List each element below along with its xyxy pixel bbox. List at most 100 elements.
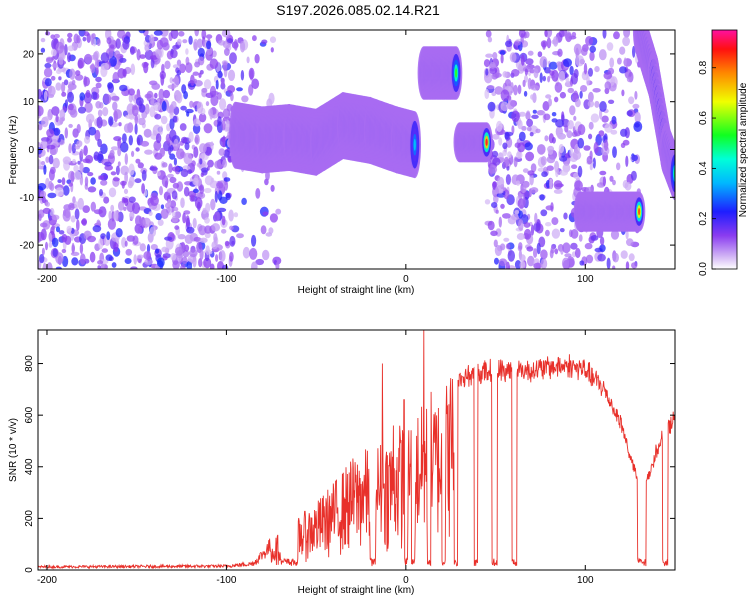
noise-cell — [507, 250, 515, 262]
noise-cell — [100, 62, 110, 71]
y-tick-label: 0 — [24, 567, 35, 573]
ridge-cell — [455, 68, 458, 78]
noise-cell — [588, 121, 594, 130]
noise-cell — [140, 140, 150, 147]
noise-cell — [545, 222, 552, 227]
noise-cell — [196, 38, 203, 49]
noise-cell — [97, 265, 101, 269]
noise-cell — [134, 178, 142, 184]
noise-cell — [539, 56, 548, 68]
noise-cell — [537, 51, 543, 58]
noise-cell — [205, 101, 210, 107]
noise-cell — [56, 69, 62, 75]
noise-cell — [569, 105, 576, 116]
noise-cell — [484, 199, 491, 205]
noise-cell — [634, 90, 638, 100]
noise-cell — [586, 75, 590, 86]
noise-cell — [540, 156, 547, 166]
noise-cell — [269, 36, 277, 43]
noise-cell — [599, 236, 605, 246]
noise-cell — [529, 132, 534, 137]
noise-cell — [213, 211, 221, 222]
noise-cell — [606, 257, 611, 269]
noise-cell — [611, 115, 617, 125]
noise-cell — [620, 128, 628, 137]
noise-cell — [199, 158, 203, 165]
noise-cell — [143, 128, 152, 138]
noise-cell — [210, 198, 216, 211]
colorbar-ticks: 0.0 0.2 0.4 0.6 0.8 — [698, 60, 716, 276]
noise-cell — [527, 77, 532, 90]
noise-cell — [82, 205, 90, 214]
noise-cell — [51, 214, 60, 221]
noise-cell — [141, 169, 147, 182]
noise-cell — [176, 148, 185, 160]
noise-cell — [555, 119, 565, 128]
noise-cell — [161, 175, 169, 188]
noise-cell — [138, 30, 146, 34]
noise-cell — [150, 96, 155, 106]
noise-cell — [139, 243, 146, 252]
noise-cell — [540, 40, 548, 48]
noise-cell — [505, 40, 513, 48]
noise-cell — [570, 229, 579, 239]
noise-cell — [168, 163, 173, 173]
noise-cell — [178, 31, 185, 37]
noise-cell — [108, 187, 117, 198]
colorbar-label: Normalized spectral amplitude — [738, 82, 749, 217]
noise-cell — [82, 36, 87, 42]
noise-cell — [75, 70, 81, 76]
noise-cell — [255, 258, 264, 266]
noise-cell — [579, 90, 583, 99]
noise-cell — [39, 190, 47, 199]
noise-cell — [155, 133, 162, 144]
noise-cell — [171, 211, 176, 217]
noise-cell — [518, 111, 527, 117]
noise-cell — [67, 32, 73, 38]
noise-cell — [559, 228, 565, 233]
noise-cell — [571, 31, 577, 38]
noise-cell — [541, 171, 548, 178]
noise-cell — [160, 73, 165, 86]
noise-cell — [530, 94, 534, 100]
noise-cell — [84, 101, 93, 113]
noise-cell — [68, 143, 72, 154]
noise-cell — [194, 197, 203, 209]
noise-cell — [95, 76, 102, 83]
noise-cell — [119, 84, 128, 92]
noise-cell — [73, 164, 79, 173]
noise-cell — [161, 246, 169, 253]
noise-cell — [172, 115, 178, 123]
y-tick-label: -10 — [20, 193, 35, 204]
noise-cell — [569, 147, 574, 157]
noise-cell — [517, 142, 526, 153]
noise-cell — [169, 144, 174, 152]
noise-cell — [69, 109, 78, 118]
noise-cell — [583, 62, 588, 75]
noise-cell — [625, 261, 630, 269]
noise-cell — [136, 254, 144, 259]
x-tick-label: 100 — [577, 575, 594, 586]
noise-cell — [492, 52, 498, 60]
noise-cell — [96, 219, 101, 227]
noise-cell — [500, 203, 505, 209]
x-tick-label: -100 — [216, 274, 236, 285]
noise-cell — [502, 213, 511, 219]
noise-cell — [493, 239, 498, 248]
noise-cell — [570, 242, 578, 250]
noise-cell — [199, 237, 208, 243]
noise-cell — [63, 204, 72, 211]
noise-cell — [155, 213, 162, 221]
noise-cell — [509, 52, 517, 63]
noise-cell — [128, 163, 135, 176]
noise-cell — [167, 173, 174, 178]
noise-cell — [113, 50, 121, 60]
noise-cell — [511, 125, 515, 134]
noise-cell — [192, 255, 197, 268]
noise-cell — [122, 133, 127, 144]
noise-cell — [171, 166, 180, 172]
noise-cell — [193, 78, 197, 84]
snr-xlabel: Height of straight line (km) — [298, 585, 415, 596]
